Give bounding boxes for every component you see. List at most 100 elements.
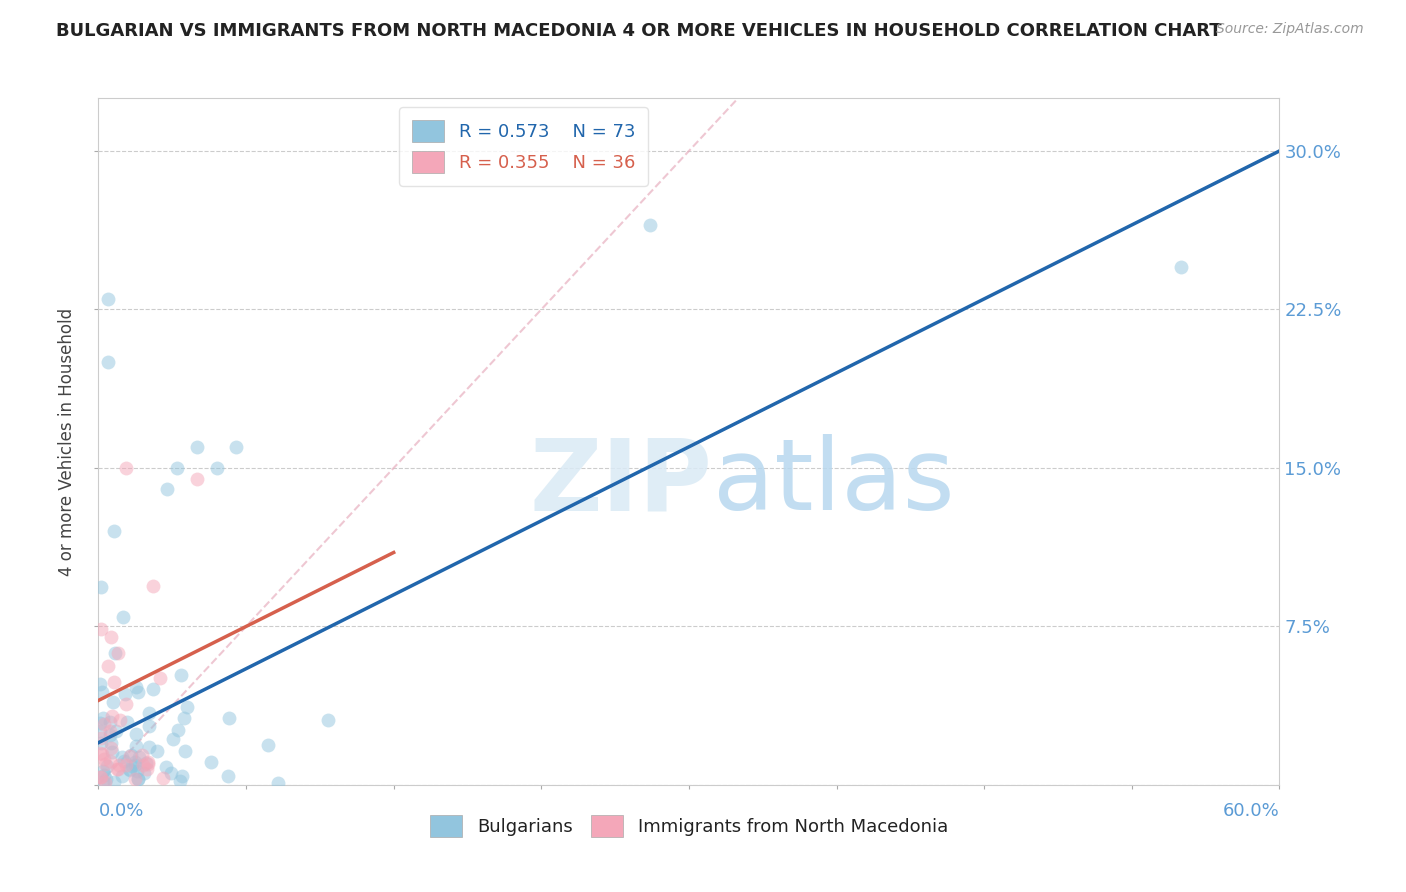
- Point: [100, 736, 122, 750]
- Point: [225, 440, 247, 454]
- Point: [103, 774, 125, 789]
- Point: [186, 471, 208, 485]
- Point: [89, 677, 111, 691]
- Point: [111, 749, 134, 764]
- Point: [125, 764, 148, 778]
- Point: [114, 687, 136, 701]
- Point: [111, 769, 134, 783]
- Point: [112, 610, 135, 624]
- Point: [118, 762, 141, 776]
- Point: [176, 700, 198, 714]
- Point: [257, 739, 280, 753]
- Point: [205, 461, 228, 475]
- Text: BULGARIAN VS IMMIGRANTS FROM NORTH MACEDONIA 4 OR MORE VEHICLES IN HOUSEHOLD COR: BULGARIAN VS IMMIGRANTS FROM NORTH MACED…: [56, 22, 1222, 40]
- Point: [136, 755, 159, 769]
- Point: [162, 732, 184, 747]
- Point: [98, 728, 121, 742]
- Point: [104, 723, 127, 738]
- Point: [128, 750, 150, 764]
- Point: [131, 747, 153, 762]
- Point: [138, 706, 160, 720]
- Point: [91, 685, 114, 699]
- Point: [173, 711, 195, 725]
- Point: [127, 772, 149, 786]
- Point: [156, 482, 179, 496]
- Point: [101, 695, 124, 709]
- Point: [115, 461, 138, 475]
- Point: [89, 724, 111, 739]
- Legend: Bulgarians, Immigrants from North Macedonia: Bulgarians, Immigrants from North Macedo…: [423, 808, 955, 845]
- Point: [94, 772, 117, 786]
- Point: [127, 772, 149, 787]
- Y-axis label: 4 or more Vehicles in Household: 4 or more Vehicles in Household: [58, 308, 76, 575]
- Text: 60.0%: 60.0%: [1223, 802, 1279, 820]
- Point: [89, 746, 111, 760]
- Point: [90, 580, 112, 594]
- Point: [316, 714, 339, 728]
- Point: [174, 744, 197, 758]
- Point: [169, 773, 191, 788]
- Point: [132, 758, 155, 772]
- Point: [97, 659, 120, 673]
- Point: [93, 752, 115, 766]
- Point: [170, 668, 193, 682]
- Point: [146, 744, 169, 758]
- Point: [90, 731, 112, 745]
- Point: [100, 745, 122, 759]
- Point: [107, 647, 129, 661]
- Point: [89, 623, 111, 637]
- Point: [103, 675, 125, 690]
- Point: [112, 754, 135, 768]
- Point: [638, 218, 661, 232]
- Point: [98, 715, 121, 730]
- Point: [108, 713, 131, 727]
- Point: [90, 770, 112, 784]
- Point: [170, 769, 193, 783]
- Point: [142, 578, 165, 592]
- Point: [200, 755, 222, 769]
- Point: [138, 739, 160, 754]
- Point: [1170, 260, 1192, 275]
- Point: [105, 762, 128, 776]
- Point: [155, 759, 177, 773]
- Point: [98, 724, 121, 739]
- Point: [124, 755, 146, 769]
- Point: [93, 764, 115, 778]
- Point: [96, 759, 118, 773]
- Point: [98, 754, 121, 768]
- Point: [267, 776, 290, 790]
- Text: 0.0%: 0.0%: [98, 802, 143, 820]
- Point: [93, 768, 115, 782]
- Point: [115, 715, 138, 730]
- Text: atlas: atlas: [713, 434, 955, 532]
- Point: [103, 524, 125, 539]
- Point: [89, 715, 111, 730]
- Point: [107, 762, 129, 776]
- Point: [93, 717, 115, 731]
- Point: [108, 757, 131, 772]
- Point: [186, 440, 208, 454]
- Point: [138, 719, 160, 733]
- Point: [134, 765, 156, 780]
- Point: [125, 680, 148, 694]
- Point: [127, 685, 149, 699]
- Point: [218, 711, 240, 725]
- Point: [90, 747, 112, 761]
- Point: [89, 736, 111, 750]
- Point: [124, 726, 146, 740]
- Point: [115, 758, 138, 772]
- Point: [93, 711, 115, 725]
- Point: [104, 646, 127, 660]
- Point: [97, 292, 120, 306]
- Point: [100, 740, 122, 755]
- Point: [136, 757, 159, 772]
- Point: [135, 756, 157, 771]
- Point: [136, 763, 159, 777]
- Point: [124, 772, 146, 786]
- Text: ZIP: ZIP: [530, 434, 713, 532]
- Point: [159, 765, 181, 780]
- Point: [149, 671, 172, 685]
- Point: [94, 756, 117, 771]
- Point: [125, 739, 148, 753]
- Point: [94, 775, 117, 789]
